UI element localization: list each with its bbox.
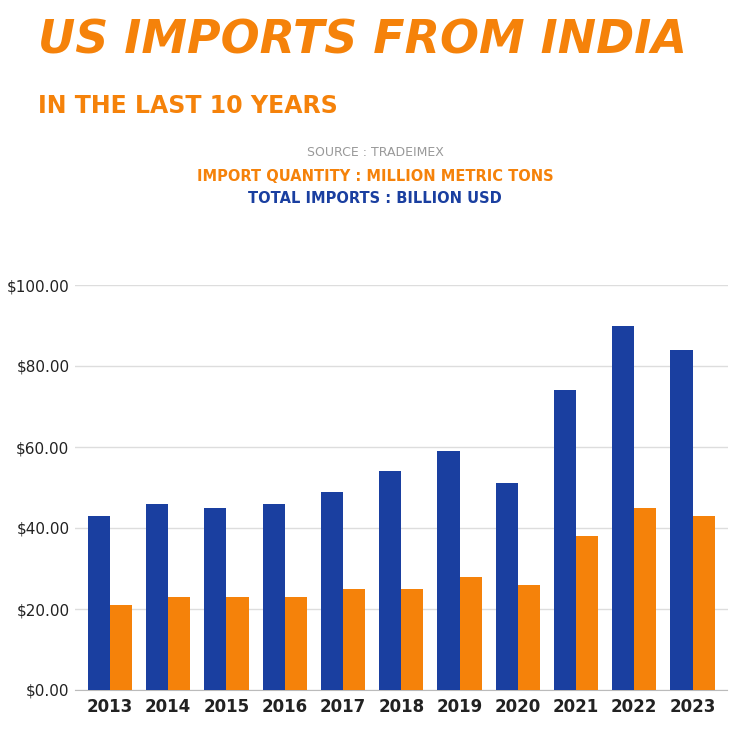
Bar [226,597,248,690]
Bar [670,350,692,690]
Text: TOTAL IMPORTS : BILLION USD: TOTAL IMPORTS : BILLION USD [248,191,502,206]
Bar [285,597,307,690]
Bar [496,484,517,690]
Bar [262,504,285,690]
Text: US IMPORTS FROM INDIA: US IMPORTS FROM INDIA [38,19,686,64]
Bar [612,326,634,690]
Bar [401,589,424,690]
Bar [460,577,482,690]
Bar [204,508,226,690]
Bar [692,516,715,690]
Bar [576,536,598,690]
Text: SOURCE : TRADEIMEX: SOURCE : TRADEIMEX [307,146,443,159]
Text: IMPORT QUANTITY : MILLION METRIC TONS: IMPORT QUANTITY : MILLION METRIC TONS [196,169,554,184]
Bar [518,585,540,690]
Bar [110,605,132,690]
Bar [168,597,190,690]
Bar [437,451,460,690]
Text: IN THE LAST 10 YEARS: IN THE LAST 10 YEARS [38,94,338,118]
Bar [379,471,401,690]
Bar [343,589,365,690]
Bar [88,516,110,690]
Bar [146,504,168,690]
Bar [634,508,656,690]
Bar [321,491,343,690]
Bar [554,390,576,690]
